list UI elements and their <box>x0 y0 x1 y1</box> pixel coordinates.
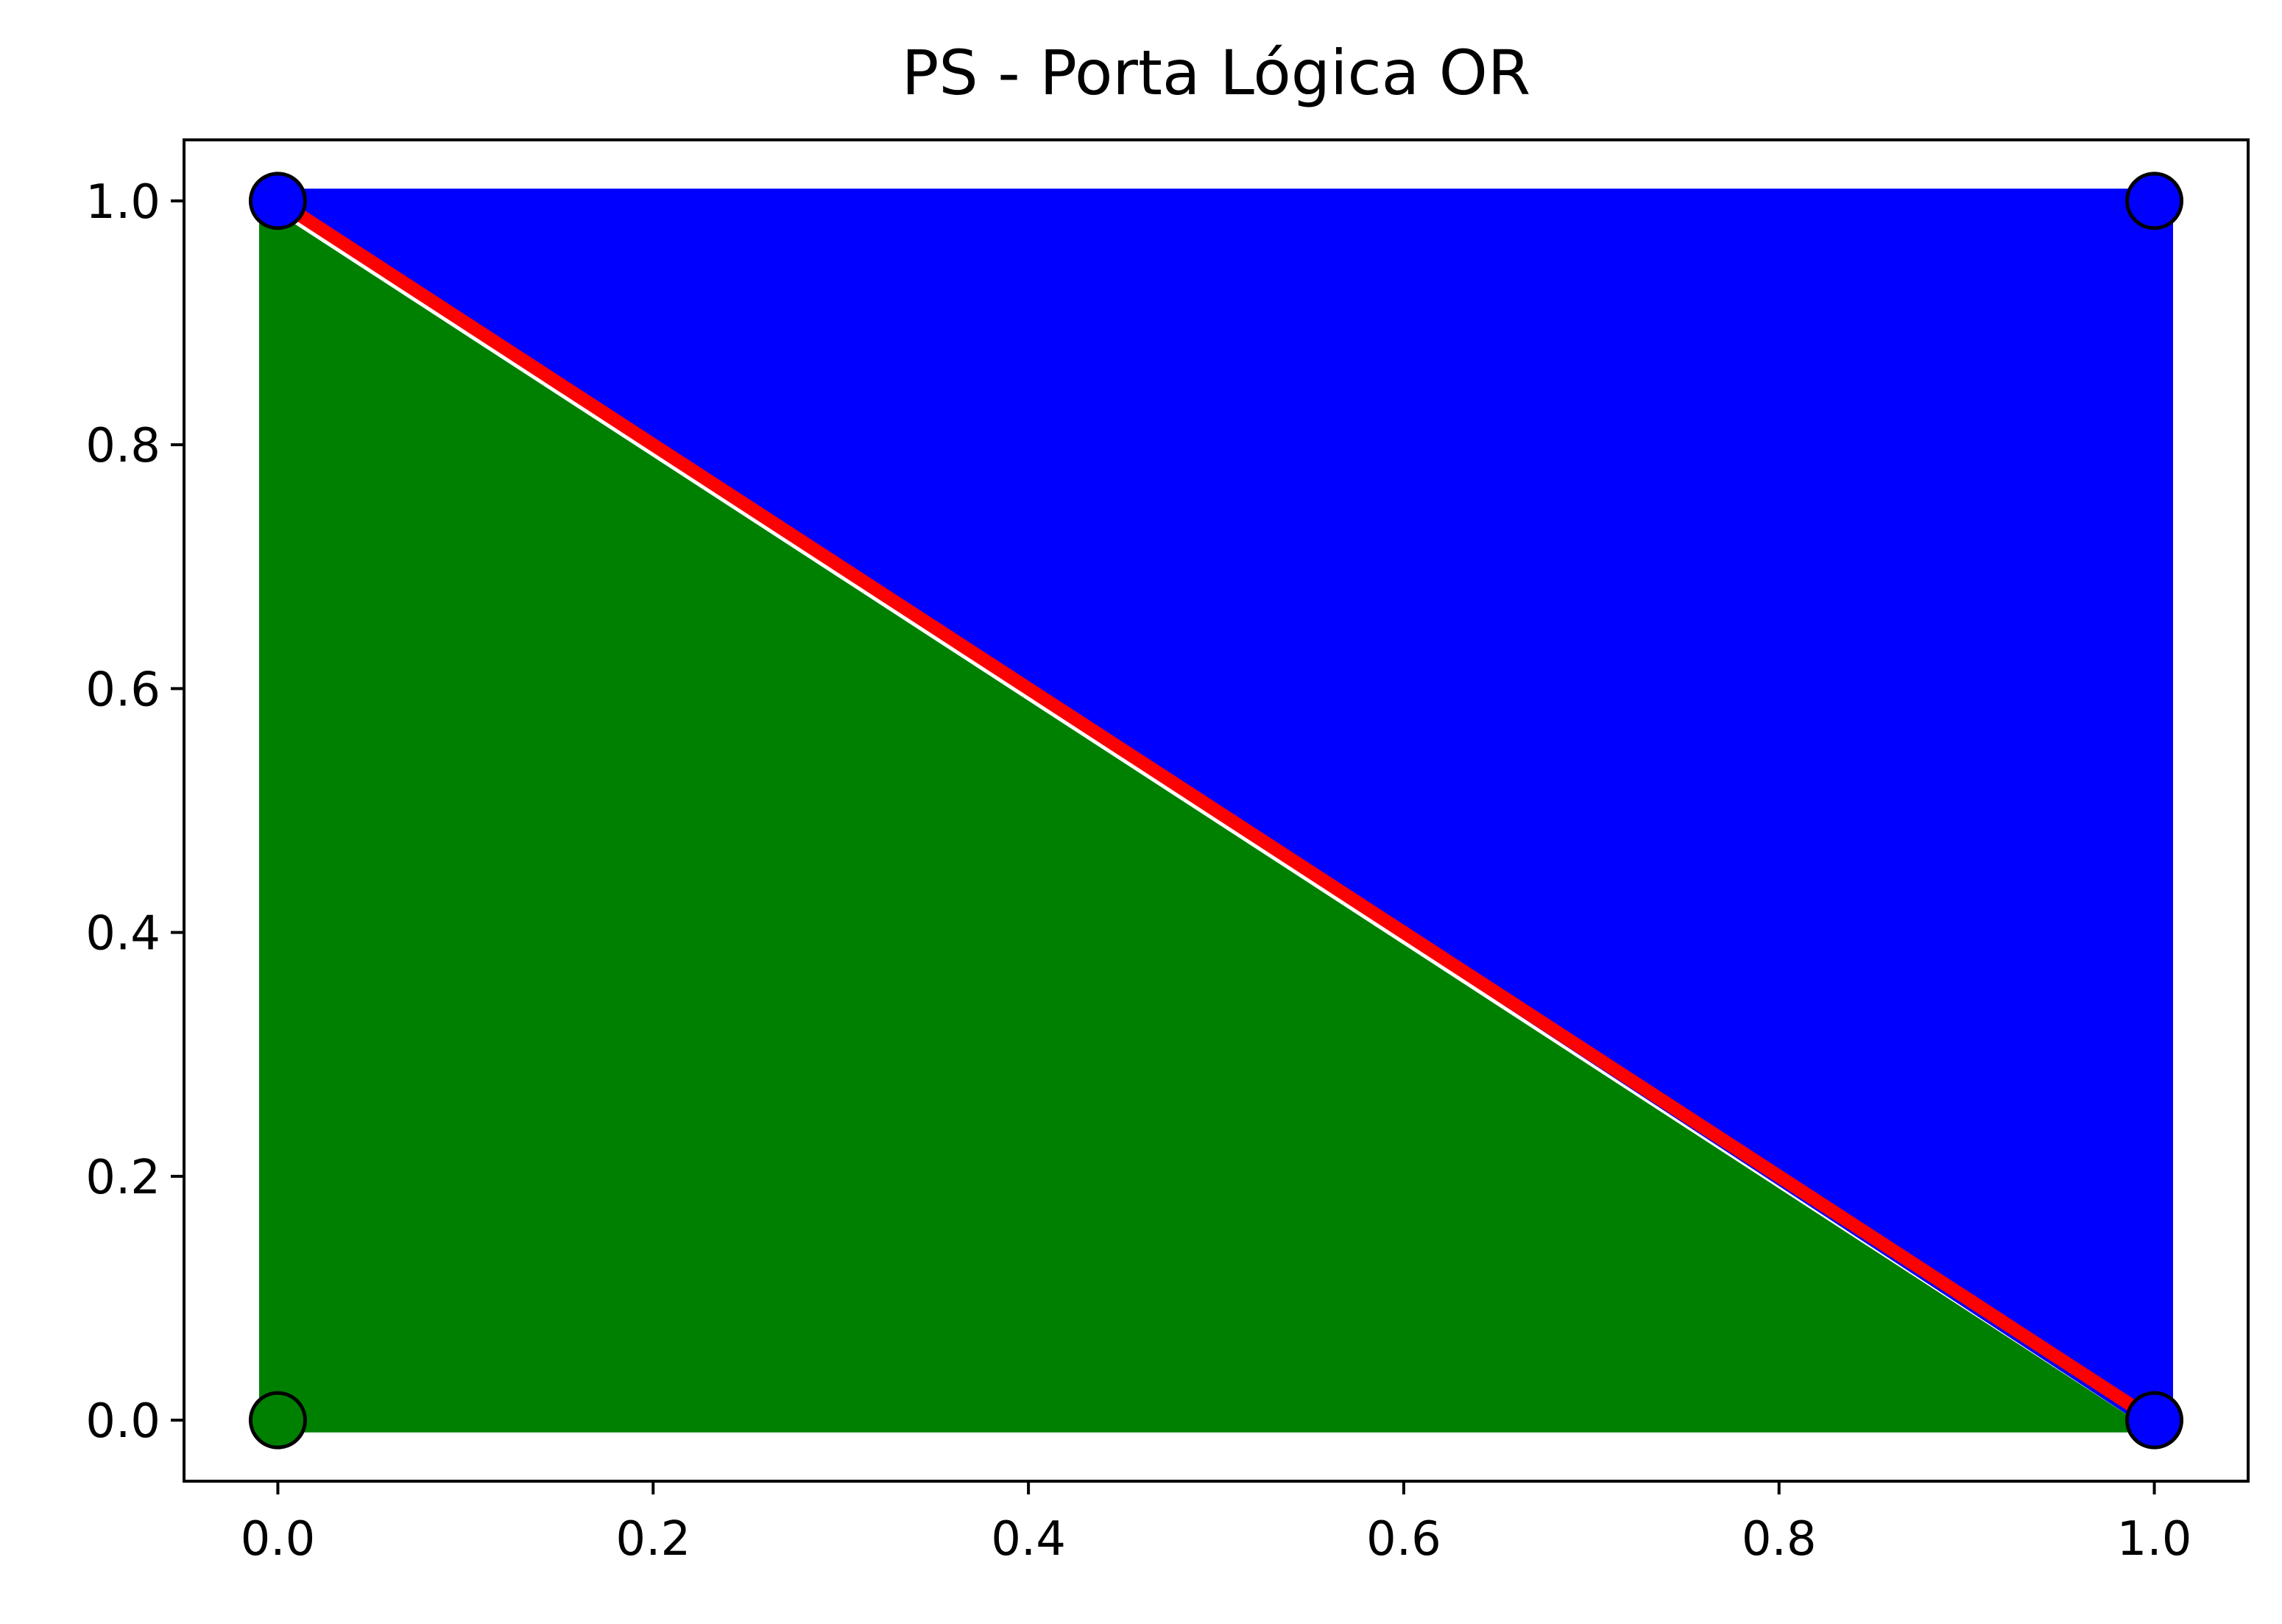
x-tick-label: 1.0 <box>2117 1512 2192 1567</box>
plot-area: 0.0 0.2 0.4 0.6 0.8 1.0 0.0 0.2 0.4 0.6 0.8 1.0 <box>85 138 2250 1567</box>
data-point-0-0 <box>248 1391 307 1450</box>
x-tick-label: 0.4 <box>991 1512 1066 1567</box>
x-tick-label: 0.8 <box>1742 1512 1817 1567</box>
y-tick-label: 0.2 <box>85 1151 160 1205</box>
y-tick-label: 0.0 <box>85 1394 160 1449</box>
y-tick-label: 0.4 <box>85 907 160 961</box>
y-tick-label: 0.6 <box>85 663 160 717</box>
data-point-1-1 <box>2125 172 2184 230</box>
y-tick-label: 1.0 <box>85 175 160 230</box>
decision-boundary-line <box>271 194 2161 1427</box>
x-tick-label: 0.2 <box>615 1512 690 1567</box>
chart-title: PS - Porta Lógica OR <box>902 37 1531 109</box>
data-point-1-0 <box>2125 1391 2184 1450</box>
axes-frame <box>183 138 2250 1483</box>
y-tick-label: 0.8 <box>85 419 160 473</box>
x-tick-label: 0.0 <box>241 1512 316 1567</box>
data-point-0-1 <box>248 172 307 230</box>
x-tick-label: 0.6 <box>1366 1512 1441 1567</box>
region-class-0 <box>259 200 2155 1433</box>
